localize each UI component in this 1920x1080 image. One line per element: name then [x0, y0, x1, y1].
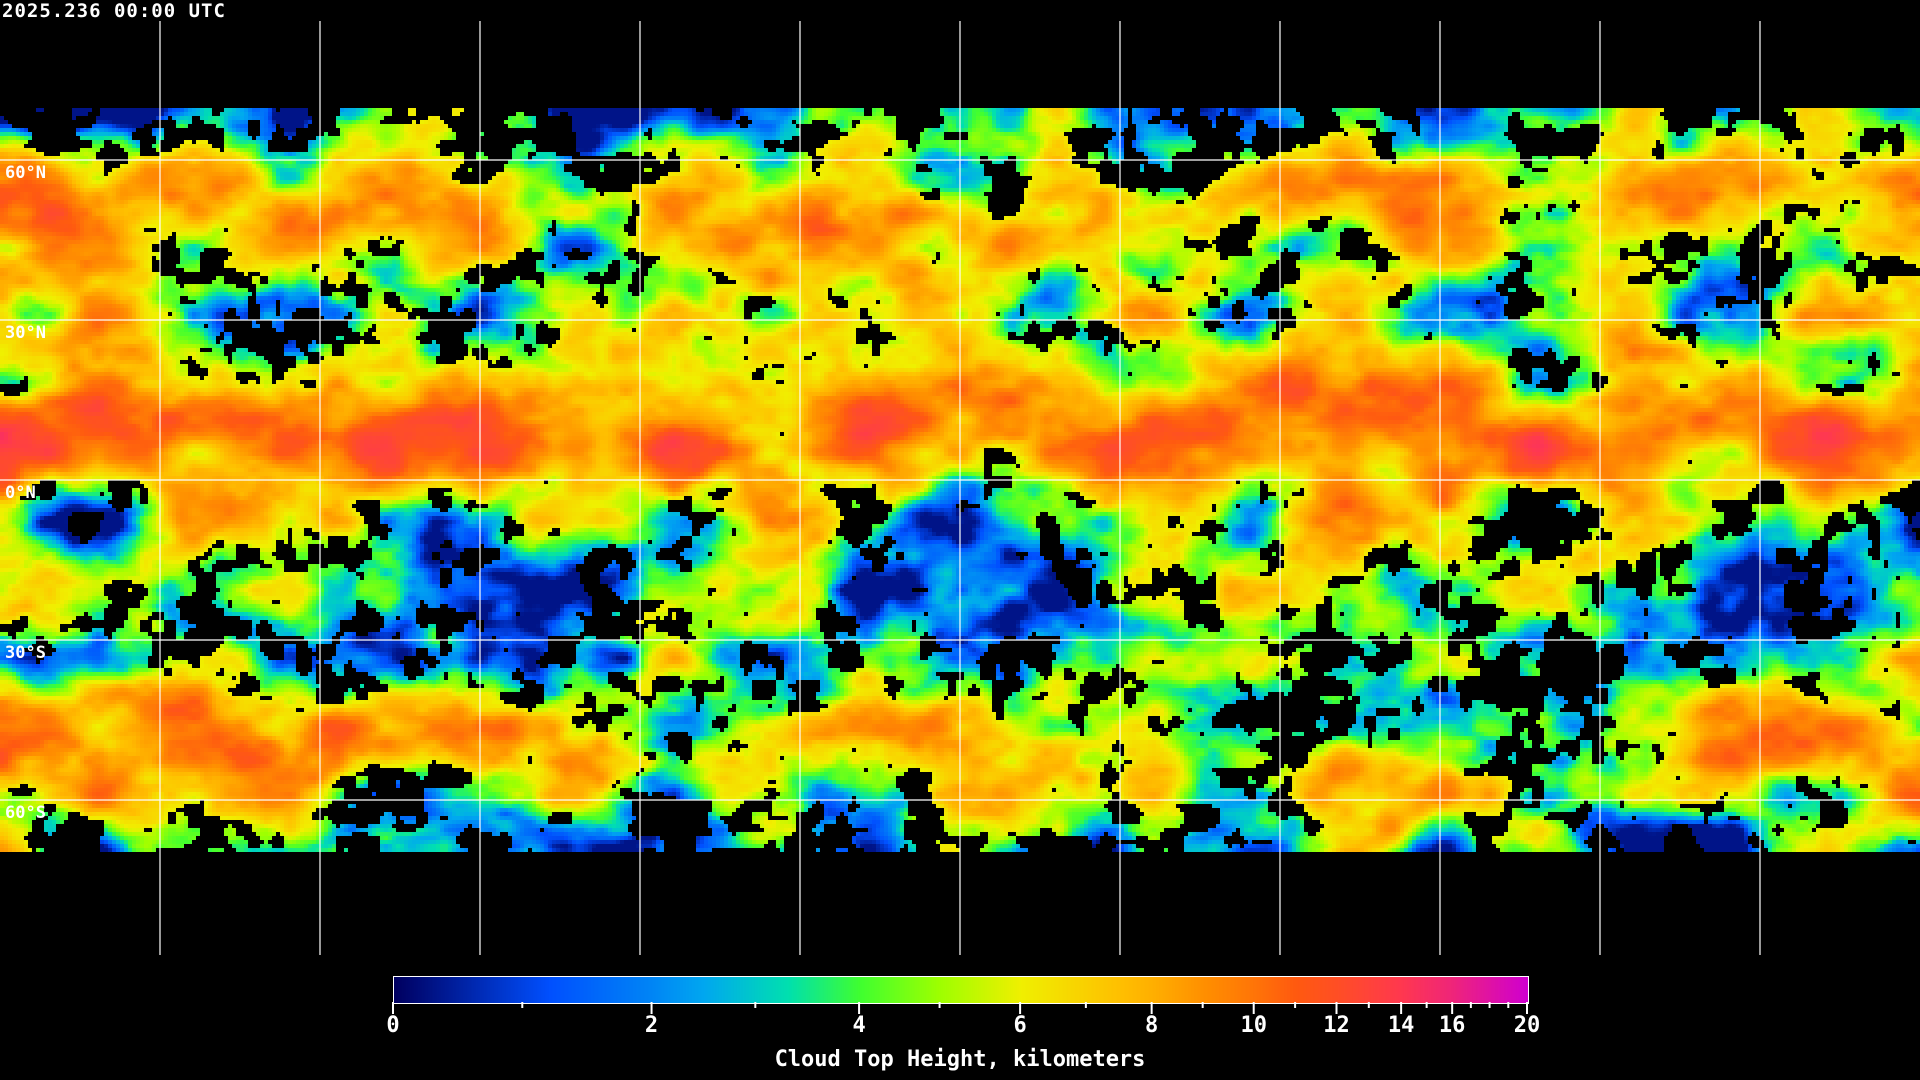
tick-label: 6 [1013, 1013, 1027, 1038]
tick-label: 10 [1240, 1013, 1267, 1038]
colorbar-ticks [392, 1002, 1528, 1014]
latitude-label: 30°S [5, 643, 46, 663]
tick-label: 2 [644, 1013, 659, 1038]
latitude-label: 60°N [5, 163, 46, 183]
latitude-label: 30°N [5, 323, 46, 343]
tick-label: 12 [1323, 1013, 1350, 1038]
tick-label: 4 [852, 1013, 866, 1038]
tick-label: 14 [1387, 1013, 1415, 1038]
tick-label: 20 [1513, 1013, 1541, 1038]
latitude-label: 60°S [5, 803, 46, 823]
tick-label: 0 [386, 1013, 400, 1038]
tick-label: 16 [1438, 1013, 1466, 1038]
cloud-top-height-map [0, 21, 1920, 955]
colorbar-title: Cloud Top Height, kilometers [774, 1047, 1146, 1072]
lat-lon-grid [0, 21, 1920, 955]
timestamp-title: 2025.236 00:00 UTC [2, 0, 226, 22]
latitude-label: 0°N [5, 483, 36, 503]
colorbar [393, 976, 1529, 1004]
tick-label: 8 [1145, 1013, 1159, 1038]
